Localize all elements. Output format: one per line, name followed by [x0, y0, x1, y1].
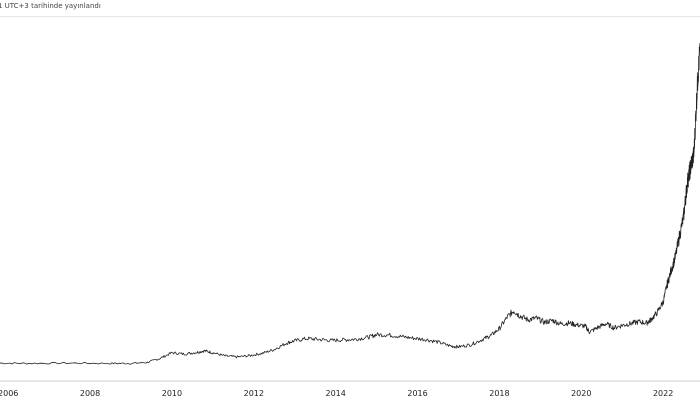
x-tick-label-2008: 2008 [80, 389, 100, 398]
plot-area [0, 43, 700, 365]
x-tick-label-2010: 2010 [162, 389, 182, 398]
x-tick-label-2022: 2022 [653, 389, 673, 398]
x-tick-label-2012: 2012 [244, 389, 264, 398]
series-line [0, 43, 700, 365]
published-timestamp: 1 UTC+3 tarihinde yayınlandı [0, 2, 101, 10]
x-tick-label-2006: 2006 [0, 389, 18, 398]
header-bar: 1 UTC+3 tarihinde yayınlandı [0, 0, 700, 17]
x-tick-label-2016: 2016 [407, 389, 427, 398]
x-tick-label-2018: 2018 [489, 389, 509, 398]
x-axis-ticks: 2006 2008 2010 2012 2014 2016 2018 2020 2022 [0, 389, 673, 398]
x-tick-label-2014: 2014 [325, 389, 345, 398]
x-tick-label-2020: 2020 [571, 389, 591, 398]
